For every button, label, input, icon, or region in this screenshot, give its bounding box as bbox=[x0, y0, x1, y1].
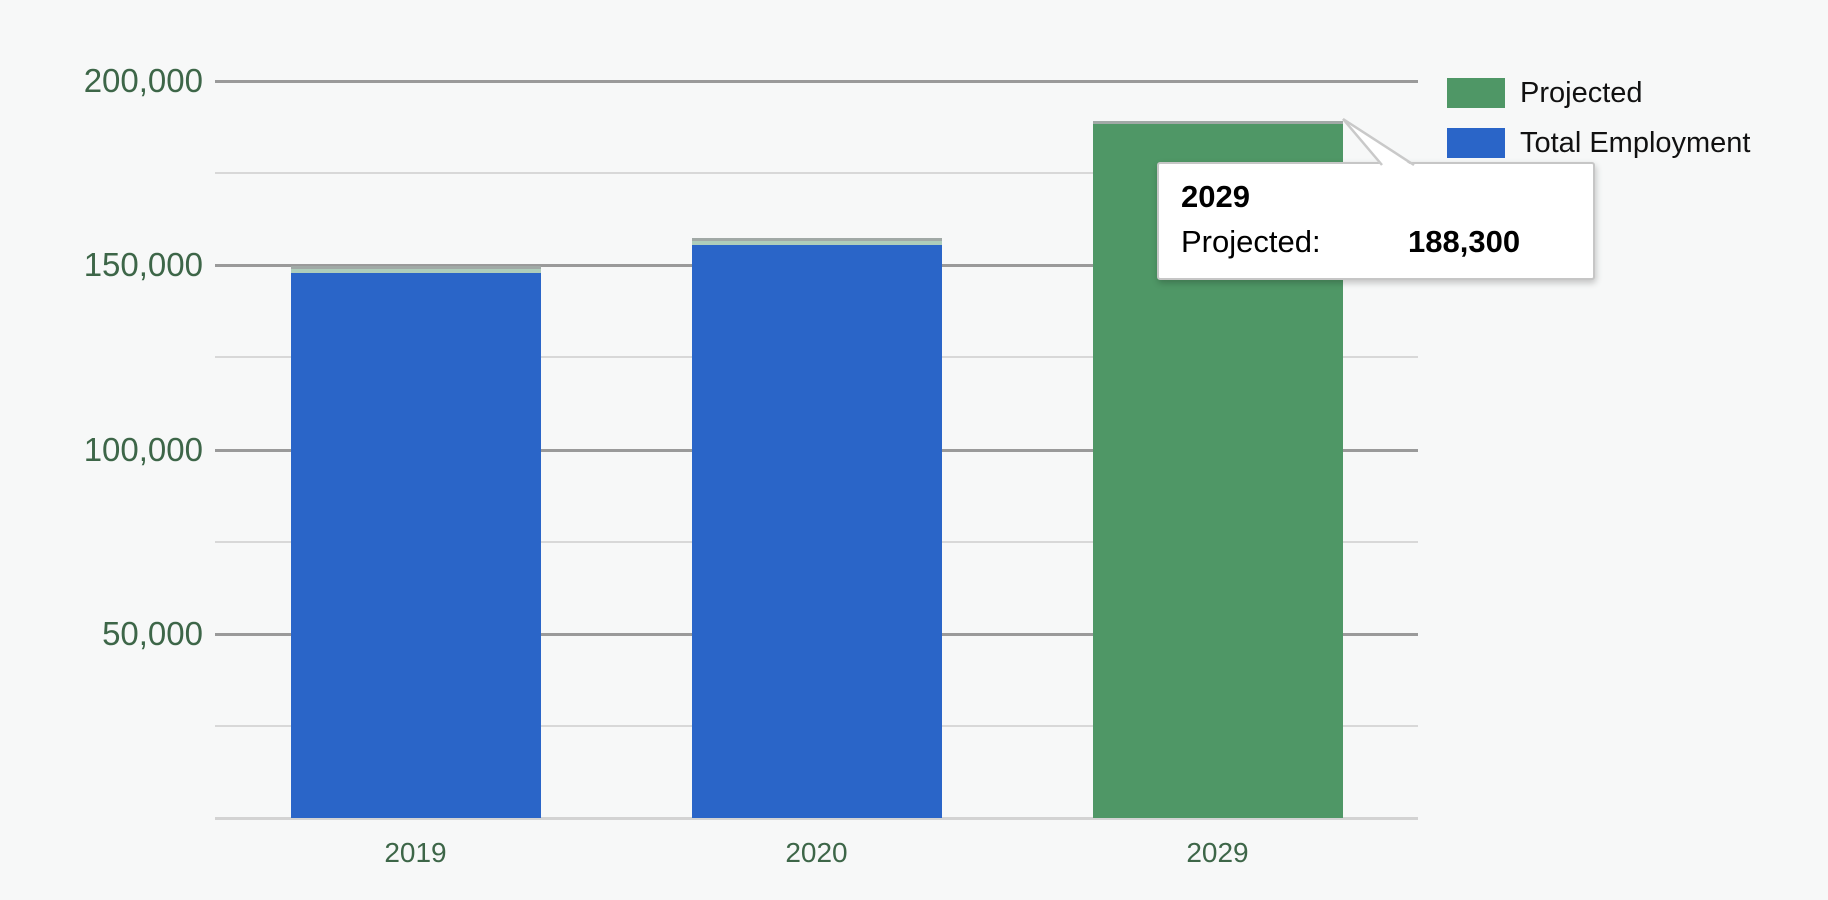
legend-item-total-employment[interactable]: Total Employment bbox=[1447, 126, 1751, 159]
x-tick-label-2019: 2019 bbox=[384, 837, 447, 868]
y-tick-label-50000: 50,000 bbox=[102, 614, 203, 652]
x-axis-baseline bbox=[215, 817, 1418, 820]
x-tick-label-2020: 2020 bbox=[785, 837, 848, 868]
legend-label: Total Employment bbox=[1520, 126, 1751, 159]
bar-2020-total-employment[interactable] bbox=[691, 238, 942, 818]
tooltip-series-label: Projected: bbox=[1181, 224, 1321, 259]
x-tick-label-2029: 2029 bbox=[1186, 837, 1249, 868]
gridline-minor-175000 bbox=[215, 172, 1418, 175]
bar-2019-total-employment[interactable] bbox=[290, 265, 541, 818]
y-tick-label-150000: 150,000 bbox=[83, 246, 203, 284]
tooltip-pointer-icon bbox=[1342, 117, 1415, 167]
y-tick-label-100000: 100,000 bbox=[83, 430, 203, 468]
legend-swatch-projected bbox=[1447, 78, 1505, 108]
tooltip-year: 2029 bbox=[1181, 179, 1250, 214]
tooltip-value: 188,300 bbox=[1408, 224, 1521, 259]
legend-swatch-total-employment bbox=[1447, 128, 1505, 158]
legend-label: Projected bbox=[1520, 76, 1643, 109]
y-tick-label-200000: 200,000 bbox=[83, 62, 203, 99]
tooltip: 2029 Projected: 188,300 bbox=[1157, 162, 1595, 280]
legend-item-projected[interactable]: Projected bbox=[1447, 76, 1643, 109]
tooltip-row: Projected: 188,300 bbox=[1181, 223, 1571, 261]
gridline-major-200000 bbox=[215, 80, 1418, 83]
